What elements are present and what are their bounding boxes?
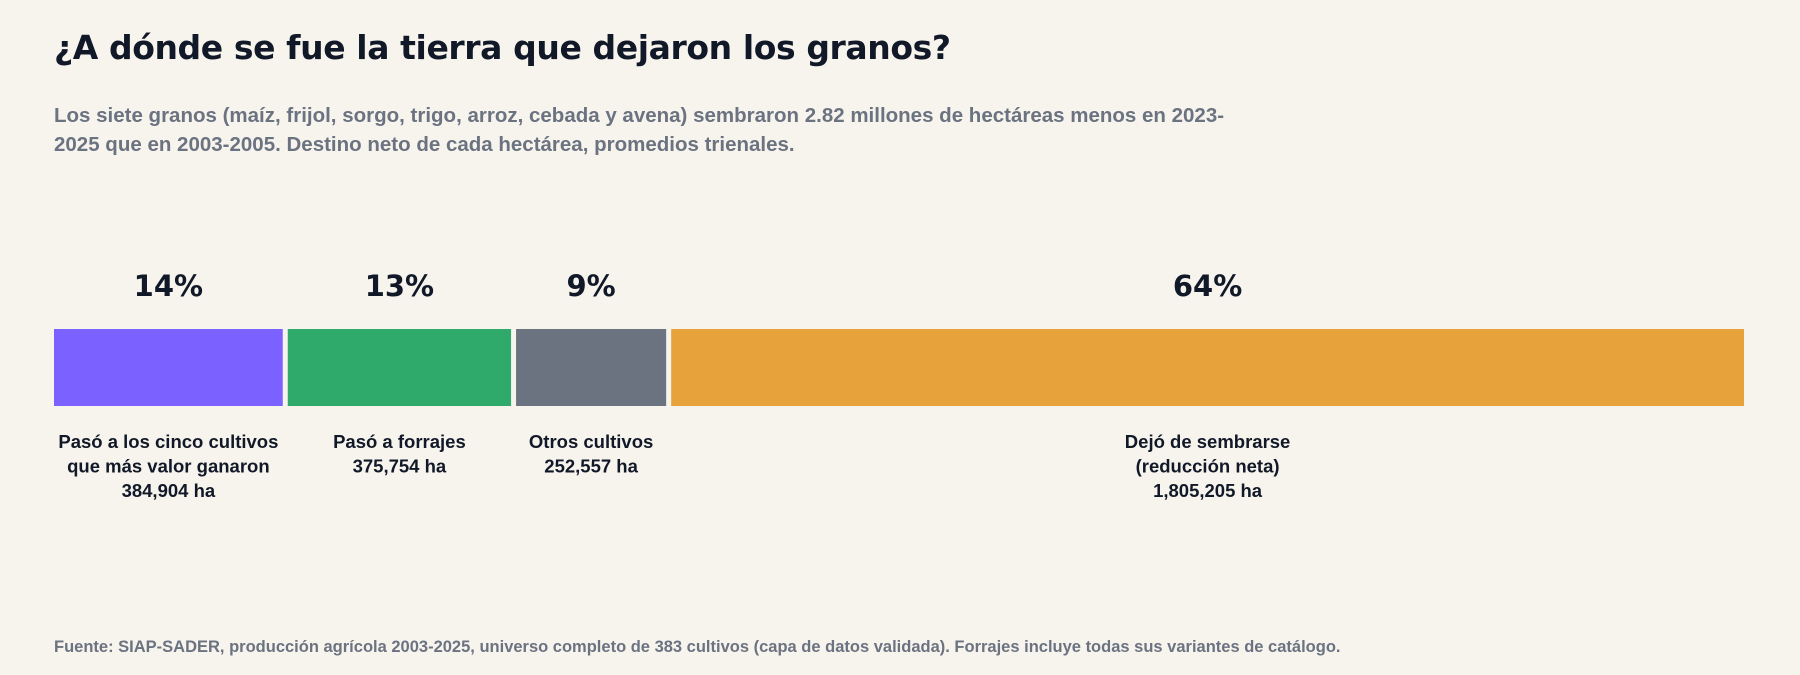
bar-segment-3 — [516, 329, 667, 406]
category-label-4-line-1: Dejó de sembrarse — [1125, 431, 1291, 452]
bar-segment-2 — [287, 329, 512, 406]
percent-label-3: 9% — [566, 269, 615, 303]
category-label-4-line-2: (reducción neta) — [1136, 456, 1280, 477]
percent-label-1: 14% — [134, 269, 203, 303]
bar-segment-4 — [671, 329, 1744, 406]
category-label-2-line-1: Pasó a forrajes — [333, 431, 466, 452]
value-label-1: 384,904 ha — [122, 480, 216, 501]
percent-label-2: 13% — [365, 269, 434, 303]
category-label-1-line-2: que más valor ganaron — [67, 456, 270, 477]
value-label-2: 375,754 ha — [353, 456, 447, 477]
value-label-3: 252,557 ha — [544, 456, 638, 477]
value-label-4: 1,805,205 ha — [1153, 480, 1263, 501]
percent-label-4: 64% — [1173, 269, 1242, 303]
chart-title: ¿A dónde se fue la tierra que dejaron lo… — [54, 28, 951, 67]
category-label-3-line-1: Otros cultivos — [529, 431, 653, 452]
source-note: Fuente: SIAP-SADER, producción agrícola … — [54, 638, 1341, 656]
category-label-1-line-1: Pasó a los cinco cultivos — [58, 431, 278, 452]
bar-segment-1 — [54, 329, 283, 406]
chart-subtitle: Los siete granos (maíz, frijol, sorgo, t… — [54, 104, 1225, 156]
